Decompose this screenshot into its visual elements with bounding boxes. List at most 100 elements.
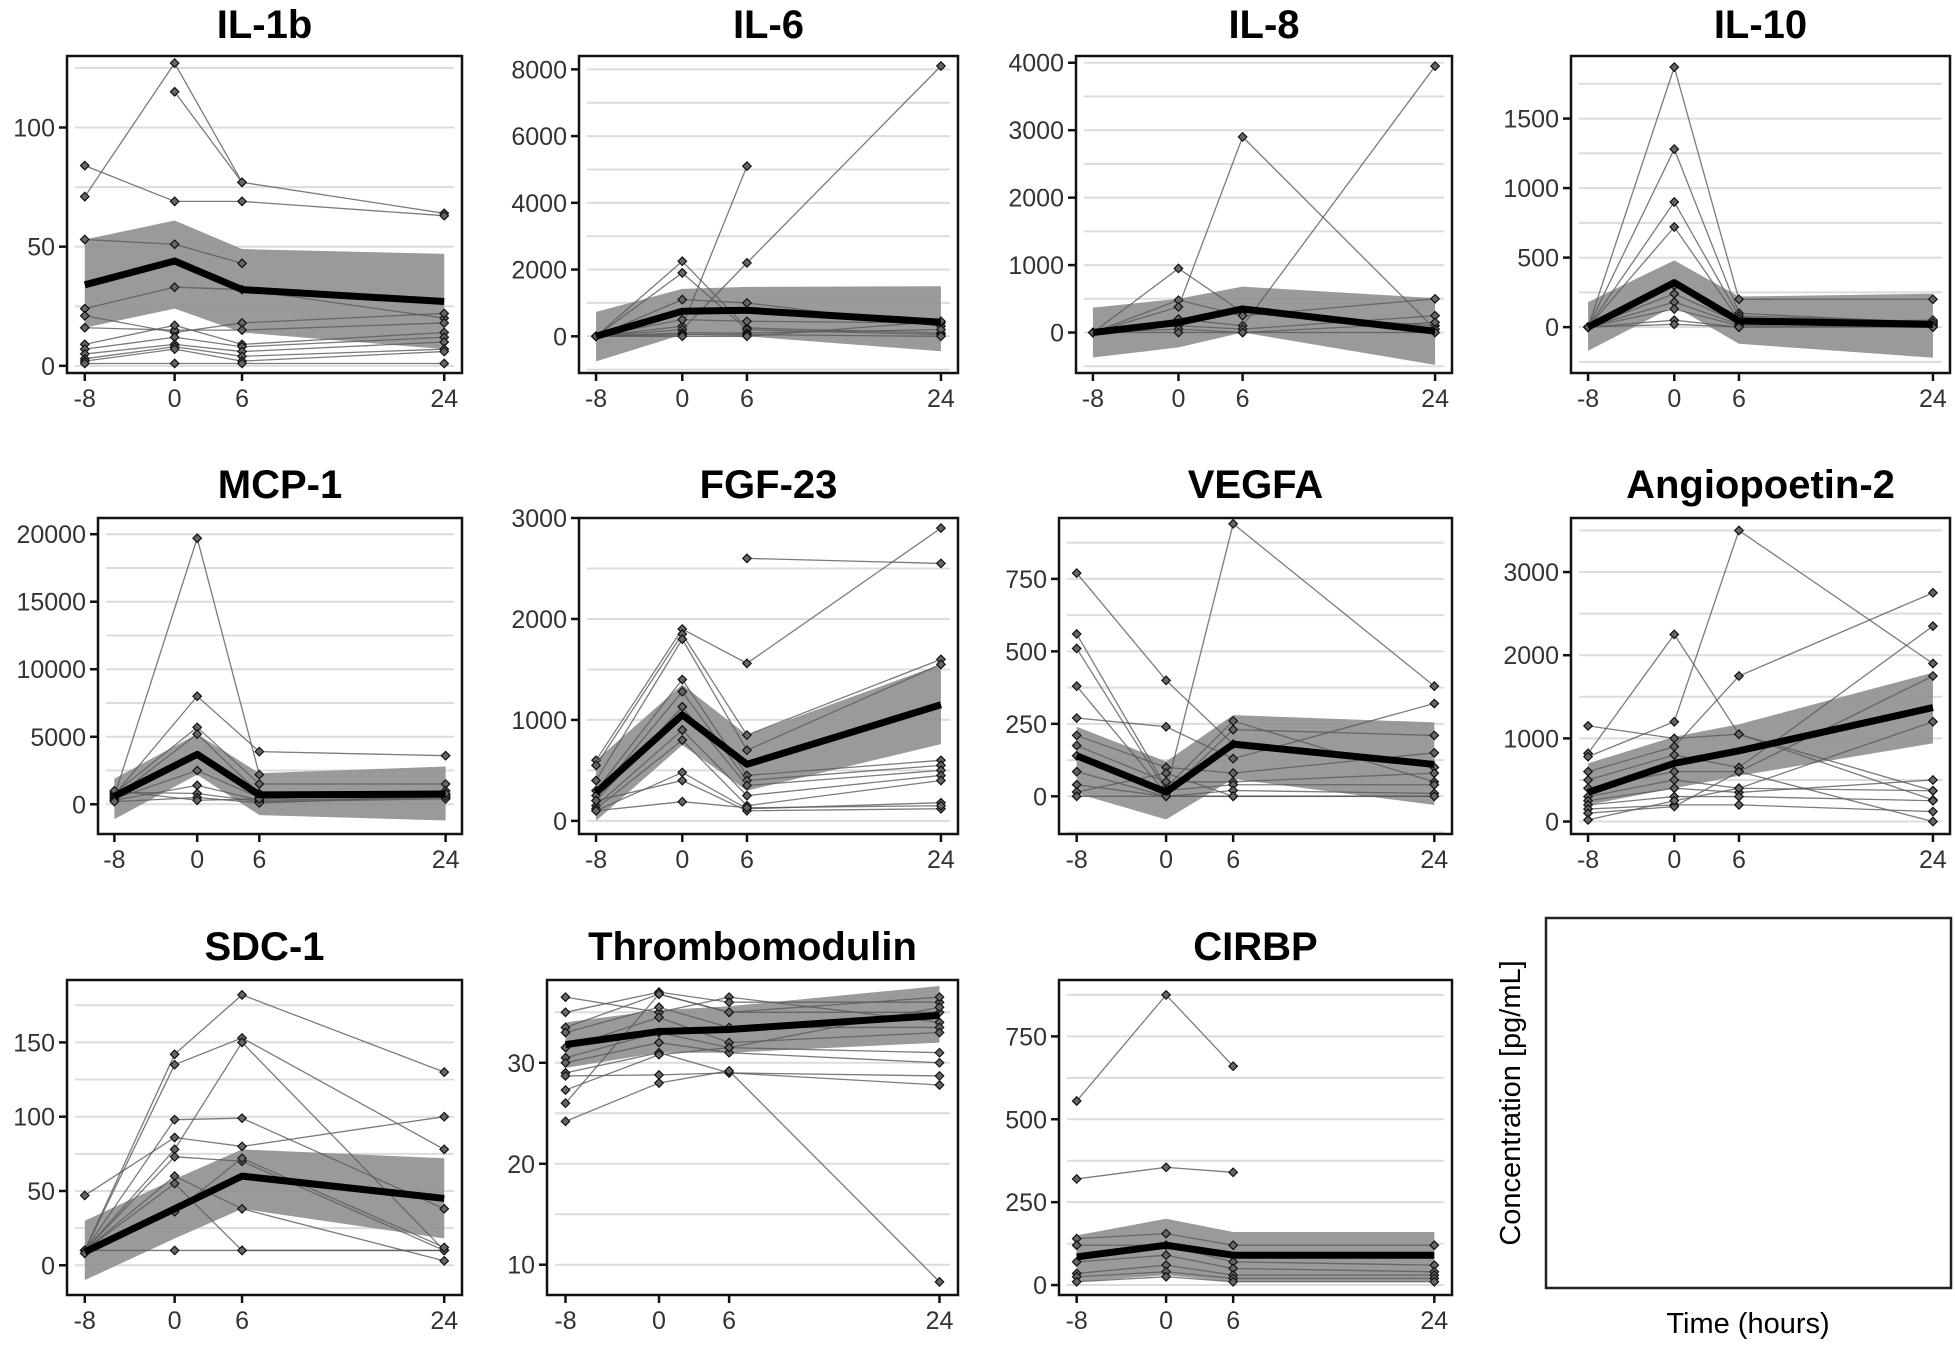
subject-line — [565, 993, 940, 1104]
subject-point — [169, 358, 180, 369]
subject-point — [192, 728, 203, 740]
subject-point — [79, 303, 90, 314]
subject-line — [1588, 323, 1933, 328]
subject-point — [653, 1069, 665, 1080]
subject-point — [169, 320, 180, 331]
subject-point — [1071, 730, 1082, 741]
subject-point — [1582, 774, 1594, 786]
subject-point — [1669, 716, 1680, 727]
subject-point — [192, 691, 203, 702]
subject-line — [595, 739, 942, 810]
subject-point — [169, 58, 180, 69]
y-tick-label: 1000 — [1008, 252, 1064, 280]
subject-line — [84, 61, 445, 214]
subject-point — [1161, 675, 1172, 686]
subject-point — [1733, 766, 1745, 777]
x-tick-label: 24 — [927, 385, 955, 413]
subject-point — [439, 308, 450, 319]
subject-line — [596, 328, 941, 337]
subject-point — [236, 177, 248, 188]
subject-point — [724, 1065, 735, 1076]
subject-point — [724, 997, 735, 1008]
subject-point — [1161, 762, 1172, 773]
subject-point — [169, 239, 180, 250]
subject-point — [1228, 1167, 1239, 1178]
x-tick-label: 0 — [675, 846, 689, 874]
subject-line — [84, 1037, 445, 1251]
y-tick-label: 0 — [553, 323, 567, 351]
subject-line — [595, 771, 941, 812]
subject-point — [1161, 1260, 1172, 1271]
subject-line — [1076, 1271, 1435, 1280]
subject-point — [1669, 297, 1680, 308]
subject-point — [1927, 806, 1939, 817]
mean-line — [595, 306, 942, 340]
subject-point — [590, 760, 602, 771]
subject-point — [169, 1059, 180, 1070]
subject-point — [1071, 791, 1082, 802]
subject-line — [1587, 721, 1934, 798]
y-tick-label: 50 — [27, 1178, 55, 1206]
x-tick-label: 6 — [252, 846, 266, 874]
legend-box — [1544, 916, 1953, 1290]
subject-point — [1228, 768, 1239, 779]
subject-point — [1733, 294, 1745, 305]
subject-point — [560, 1084, 571, 1096]
subject-point — [935, 523, 947, 534]
y-tick-label: 2000 — [511, 606, 567, 634]
subject-point — [1733, 670, 1745, 682]
subject-point — [1228, 1263, 1239, 1274]
x-tick-label: -8 — [1066, 1307, 1088, 1335]
panel-frame — [65, 978, 464, 1297]
subject-point — [236, 989, 248, 1000]
subject-point — [439, 317, 450, 329]
subject-point — [1669, 62, 1680, 73]
subject-point — [236, 196, 248, 207]
subject-point — [440, 750, 451, 761]
subject-line — [84, 994, 445, 1251]
subject-point — [741, 802, 753, 813]
subject-point — [590, 775, 602, 786]
panel-il-8: IL-8 0 1000 2000 3000 4000 -8 0 6 24 — [1008, 3, 1454, 413]
subject-point — [169, 86, 180, 97]
subject-point — [1669, 144, 1680, 155]
subject-point — [1669, 629, 1680, 640]
x-tick-label: 6 — [1732, 385, 1746, 413]
panel-frame — [65, 54, 464, 375]
subject-point — [653, 1077, 665, 1089]
subject-point — [1071, 643, 1082, 654]
subject-point — [192, 533, 203, 544]
subject-line — [595, 779, 941, 812]
panel-title: Thrombomodulin — [588, 925, 917, 969]
subject-line — [1092, 298, 1436, 334]
subject-point — [79, 358, 90, 369]
subject-line — [1076, 993, 1234, 1102]
subject-point — [1669, 733, 1680, 744]
subject-line — [1588, 319, 1933, 328]
subject-line — [1588, 804, 1933, 813]
x-tick-label: -8 — [74, 1307, 96, 1335]
subject-point — [677, 686, 688, 697]
subject-point — [935, 800, 947, 811]
panel-title: FGF-23 — [700, 463, 838, 507]
subject-line — [1587, 795, 1933, 806]
y-tick-label: 15000 — [16, 589, 86, 617]
subject-point — [1733, 729, 1745, 740]
x-tick-label: -8 — [1577, 385, 1599, 413]
subject-point — [1582, 814, 1594, 825]
panel-title: CIRBP — [1193, 925, 1317, 969]
subject-line — [1092, 135, 1436, 334]
subject-point — [1228, 1061, 1239, 1072]
x-axis-label: Time (hours) — [1666, 1308, 1829, 1340]
y-tick-label: 30 — [507, 1050, 535, 1078]
subject-point — [677, 724, 688, 736]
y-tick-label: 150 — [13, 1029, 55, 1057]
subject-point — [1582, 808, 1594, 819]
y-tick-label: 500 — [1005, 1106, 1047, 1134]
subject-point — [653, 1049, 665, 1060]
subject-point — [1927, 774, 1939, 786]
subject-point — [236, 1203, 248, 1214]
x-tick-label: 6 — [1732, 846, 1746, 874]
subject-point — [1429, 1260, 1440, 1271]
subject-line — [565, 1072, 940, 1086]
